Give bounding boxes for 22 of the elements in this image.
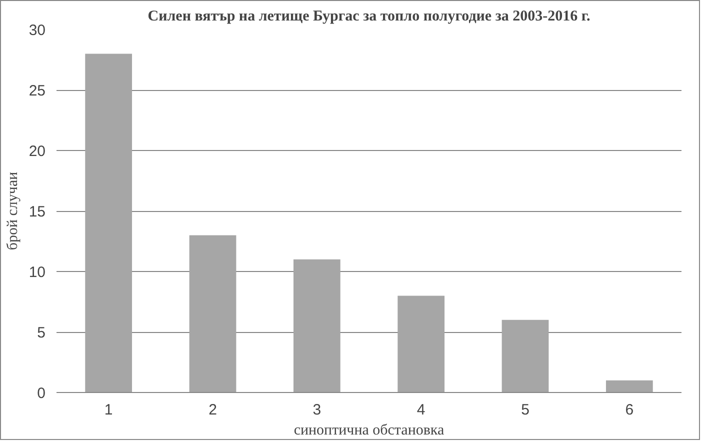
x-tick-label: 3 [312, 402, 322, 418]
x-tick-label: 1 [104, 402, 113, 418]
y-tick-label: 30 [28, 22, 46, 39]
bar [502, 320, 549, 392]
x-tick-label: 5 [521, 402, 530, 418]
chart-title: Силен вятър на летище Бургас за топло полугодие за 2003-2016 г. [148, 8, 590, 24]
x-tick-label: 2 [208, 402, 217, 418]
y-tick-label: 20 [28, 143, 46, 160]
bar [85, 54, 132, 392]
x-tick-label: 6 [625, 402, 634, 418]
x-axis-title: синоптична обстановка [294, 422, 444, 438]
x-tick-label: 4 [416, 402, 426, 418]
bar [398, 296, 445, 392]
bar [606, 380, 653, 392]
bar [293, 259, 340, 392]
y-tick-label: 0 [37, 385, 46, 402]
y-axis-title: брой случаи [4, 172, 21, 250]
y-tick-label: 10 [28, 264, 46, 281]
y-tick-label: 15 [28, 204, 46, 220]
y-tick-label: 5 [37, 324, 46, 342]
bar [189, 235, 236, 392]
y-tick-label: 25 [28, 82, 46, 100]
